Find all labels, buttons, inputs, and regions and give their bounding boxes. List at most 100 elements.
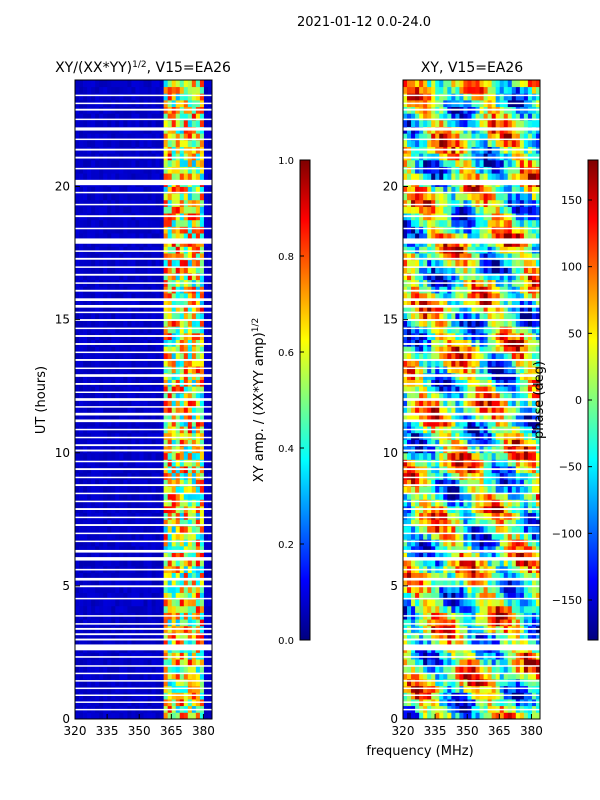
amplitude-cell [167, 532, 173, 540]
phase-cell [411, 459, 416, 467]
amplitude-cell [91, 519, 96, 527]
amplitude-cell [147, 166, 152, 174]
amplitude-cell [123, 186, 128, 194]
amplitude-cell [151, 86, 156, 94]
phase-cell [515, 579, 521, 587]
amplitude-cell [207, 219, 213, 227]
amplitude-cell [175, 219, 181, 227]
amplitude-cell [107, 113, 112, 121]
amplitude-cell [203, 319, 209, 327]
amplitude-cell [83, 392, 88, 400]
phase-cell [527, 492, 533, 500]
phase-cell [495, 579, 501, 587]
amplitude-cell [83, 312, 88, 321]
amplitude-cell [203, 525, 209, 534]
amplitude-cell [183, 659, 189, 667]
phase-cell [451, 432, 456, 440]
amplitude-cell [75, 672, 80, 680]
amplitude-cell [91, 559, 96, 567]
phase-cell [511, 512, 517, 520]
amplitude-cell [167, 226, 173, 234]
amplitude-cell [111, 639, 116, 647]
amplitude-cell [115, 406, 120, 414]
amplitude-cell [167, 80, 173, 88]
phase-cell [435, 552, 440, 560]
phase-cell [459, 432, 464, 440]
amplitude-cell [111, 519, 116, 527]
amplitude-cell [79, 672, 84, 680]
amplitude-cell [207, 652, 213, 660]
phase-cell [511, 432, 517, 440]
phase-cell [423, 665, 428, 673]
amplitude-cell [115, 652, 120, 660]
amplitude-cell [195, 399, 201, 407]
amplitude-flagged-row [75, 118, 212, 121]
amplitude-cell [195, 512, 201, 520]
amplitude-cell [179, 659, 185, 667]
amplitude-cell [79, 253, 84, 261]
amplitude-cell [99, 665, 104, 673]
amplitude-cell [207, 412, 213, 420]
amplitude-cell [79, 559, 84, 567]
amplitude-cell [203, 605, 209, 613]
amplitude-cell [139, 306, 144, 314]
phase-cell [451, 572, 456, 580]
amplitude-flagged-row [75, 319, 212, 321]
amplitude-cell [163, 632, 169, 640]
phase-cell [511, 579, 517, 587]
amplitude-cell [199, 552, 205, 560]
amplitude-cell [135, 319, 140, 327]
amplitude-cell [155, 572, 161, 580]
phase-cell [519, 552, 525, 560]
amplitude-cell [115, 366, 120, 374]
amplitude-cell [187, 572, 193, 580]
phase-cell [403, 472, 408, 480]
phase-cell [519, 559, 525, 567]
amplitude-cell [99, 592, 104, 600]
amplitude-cell [83, 219, 88, 227]
amplitude-cell [199, 193, 205, 201]
amplitude-cell [159, 579, 165, 587]
phase-cell [523, 472, 529, 480]
amplitude-cell [131, 592, 136, 600]
amplitude-cell [99, 186, 104, 194]
phase-cell [535, 486, 541, 494]
phase-cell [431, 685, 436, 693]
amplitude-cell [167, 632, 173, 640]
amplitude-cell [99, 432, 104, 440]
phase-cell [499, 406, 505, 414]
amplitude-cell [107, 193, 112, 201]
phase-cell [531, 452, 537, 460]
amplitude-cell [183, 672, 189, 680]
phase-cell [503, 619, 509, 627]
phase-cell [471, 559, 476, 567]
amplitude-cell [147, 419, 152, 427]
amplitude-cell [143, 246, 148, 254]
amplitude-cell [159, 492, 165, 500]
amplitude-cell [119, 193, 124, 201]
phase-cell [431, 672, 436, 680]
amplitude-cell [183, 519, 189, 527]
phase-cell [467, 712, 472, 720]
phase-cell [491, 652, 497, 660]
amplitude-cell [75, 366, 80, 374]
phase-cell [427, 659, 432, 667]
amplitude-cell [199, 652, 205, 660]
amplitude-cell [123, 399, 128, 407]
phase-cell [419, 439, 424, 447]
phase-cell [463, 639, 468, 647]
amplitude-cell [135, 352, 140, 360]
amplitude-cell [147, 492, 152, 500]
amplitude-cell [159, 219, 165, 227]
amplitude-cell [115, 399, 120, 407]
phase-cell [475, 592, 480, 600]
amplitude-cell [111, 166, 116, 174]
phase-cell [455, 579, 460, 587]
amplitude-cell [139, 486, 144, 494]
amplitude-cell [179, 412, 185, 420]
phase-cell [439, 659, 444, 667]
amplitude-cell [155, 206, 161, 214]
amplitude-cell [115, 452, 120, 460]
phase-cell [519, 652, 525, 660]
amplitude-cell [171, 579, 177, 587]
